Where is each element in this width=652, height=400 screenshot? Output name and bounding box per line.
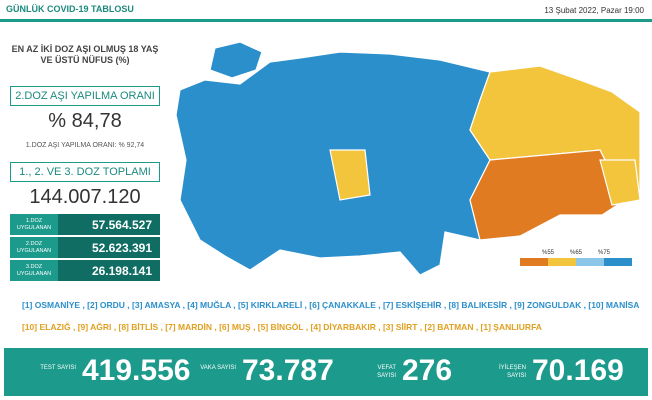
legend-label: %65	[570, 250, 583, 256]
stat-value: 73.787	[242, 354, 334, 387]
legend-label: %75	[598, 250, 611, 256]
header-title: GÜNLÜK COVID-19 TABLOSU	[6, 4, 134, 14]
legend-swatch	[520, 258, 548, 266]
map-region	[599, 159, 641, 206]
legend-label: %55	[542, 250, 555, 256]
dose-label: 1.DOZ UYGULANAN	[10, 214, 58, 235]
stat-value: 70.169	[532, 354, 624, 387]
label-box: 2.DOZ AŞI YAPILMA ORANI	[10, 86, 160, 106]
first-dose-rate: 1.DOZ AŞI YAPILMA ORANI: % 92,74	[25, 142, 145, 149]
total: 144.007.120	[29, 186, 141, 208]
legend-swatch	[548, 258, 576, 266]
panel-title: EN AZ İKİ DOZ AŞI OLMUŞ 18 YAŞ VE ÜSTÜ N…	[11, 44, 159, 65]
dose-value: 52.623.391	[91, 240, 152, 255]
map: %55 %65 %75	[175, 41, 641, 276]
legend-swatch	[576, 258, 604, 266]
legend-swatch	[604, 258, 632, 266]
header	[0, 0, 652, 22]
dose-row: 2.DOZ UYGULANAN 52.623.391	[10, 237, 160, 258]
map-legend: %55 %65 %75	[520, 250, 632, 266]
label-box: 1., 2. VE 3. DOZ TOPLAMI	[10, 162, 160, 182]
stat-label: VEFAT SAYISI	[377, 365, 396, 379]
rate: % 84,78	[48, 110, 122, 132]
stat-value: 276	[402, 354, 453, 387]
map-region	[209, 41, 263, 79]
header-date: 13 Şubat 2022, Pazar 19:00	[544, 6, 644, 15]
top-list: [1] OSMANİYE , [2] ORDU , [3] AMASYA , […	[22, 300, 640, 310]
stat-label: VAKA SAYISI	[200, 365, 236, 371]
dose-row: 3.DOZ UYGULANAN 26.198.141	[10, 260, 160, 281]
dose-label: 3.DOZ UYGULANAN	[10, 260, 58, 281]
dose-value: 26.198.141	[91, 263, 152, 278]
dose-label: 2.DOZ UYGULANAN	[10, 237, 58, 258]
stat-value: 419.556	[82, 354, 191, 387]
stat-label: TEST SAYISI	[40, 365, 76, 371]
footer	[4, 348, 648, 396]
bottom-list: [10] ELAZIĞ , [9] AĞRI , [8] BİTLİS , [7…	[22, 322, 542, 332]
dose-row: 1.DOZ UYGULANAN 57.564.527	[10, 214, 160, 235]
dose-value: 57.564.527	[91, 217, 152, 232]
map-region	[329, 149, 371, 201]
stat-label: İYİLEŞEN SAYISI	[498, 365, 526, 379]
